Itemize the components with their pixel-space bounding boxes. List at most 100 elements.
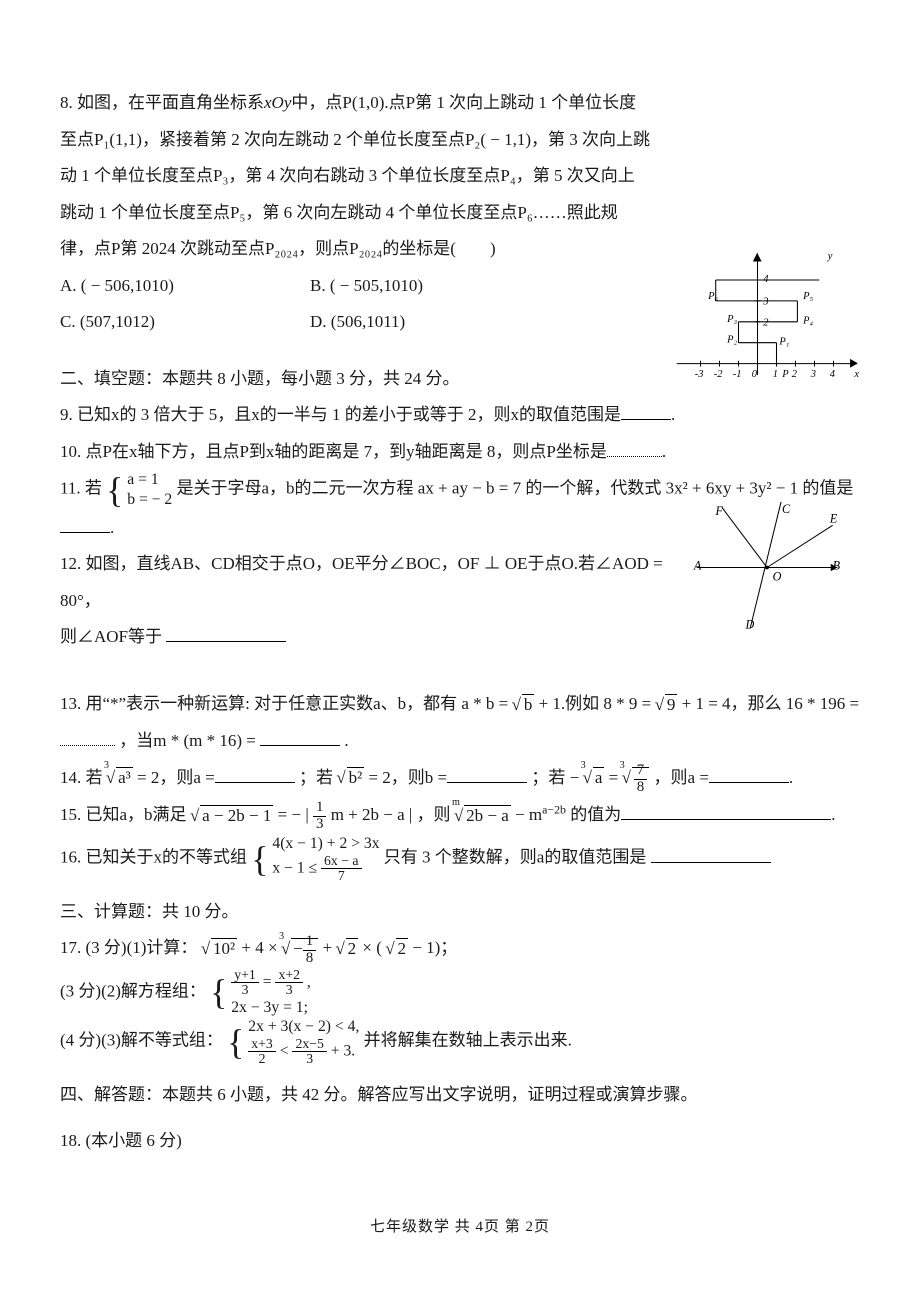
q12-text-a: 如图，直线AB、CD相交于点O，OE平分∠BOC，OF ⊥ OE于点O.若∠AO… [60,554,663,610]
q11-system: { a = 1 b = − 2 [106,470,172,509]
q13-blank1 [60,729,115,746]
q17-1-plus: + 4 × [241,938,281,957]
q8-t4: ，紧接着第 2 次向左跳动 2 个单位长度至点 [142,130,465,149]
p5-label: P₅ [802,291,813,302]
q17-2-r1-ld: 3 [231,983,259,997]
q17-2-r1-rd: 3 [275,983,303,997]
q8-p1: P₁(1,1) [94,130,142,149]
q11-sys-row1: a = 1 [127,470,172,490]
q17-1-m1: − 1)； [412,938,457,957]
q13-period: . [344,731,348,750]
q16: 16. 已知关于x的不等式组 { 4(x − 1) + 2 > 3x x − 1… [60,834,860,883]
q8-p2024b: P₂₀₂₄ [349,239,382,258]
lbl-f: F [714,504,723,518]
q17-1-fn: 1 [303,934,316,951]
q17-3-pts: (4 分)(3)解不等式组： [60,1031,223,1050]
q15-a: 已知a，b满足 [86,805,187,824]
svg-text:-2: -2 [714,369,723,380]
q9-text: 已知x的 3 倍大于 5，且x的一半与 1 的差小于或等于 2，则x的取值范围是 [77,405,621,424]
q15-number: 15. [60,805,81,824]
svg-text:-3: -3 [695,369,704,380]
q13-text-c: + 1 = 4，那么 16 * 196 = [682,694,860,713]
q14-blank2 [447,766,527,783]
q14-cbrt-a: a [593,767,605,787]
q17-3-r2-mid: < [280,1042,293,1059]
q14: 14. 若 3a³ = 2，则a = ；若 b² = 2，则b = ；若 − 3… [60,760,860,797]
q16-a: 已知关于x的不等式组 [86,848,248,867]
q10-period: . [662,442,666,461]
abs-open-icon: | [305,805,308,824]
q14-g: ，则a = [654,768,709,787]
q12-text-b: 则∠AOF等于 [60,627,166,646]
section4-title: 四、解答题：本题共 6 小题，共 42 分。解答应写出文字说明，证明过程或演算步… [60,1077,860,1114]
svg-text:2: 2 [763,318,768,329]
q16-number: 16. [60,848,81,867]
q13: 13. 用“*”表示一种新运算: 对于任意正实数a、b，都有 a * b = b… [60,686,860,760]
q16-row2-l: x − 1 ≤ [272,859,321,876]
q8-t8: ，第 6 次向左跳动 4 个单位长度至点 [245,203,517,222]
lbl-e: E [829,512,838,526]
q8-p2: P₂( − 1,1) [465,130,531,149]
p1-label: P₁ [778,337,789,348]
q17-3-r2-rn: 2x−5 [292,1037,326,1052]
q15-abs-tail: m + 2b − a [331,805,405,824]
q8-p5: P₅ [230,203,245,222]
svg-text:0: 0 [752,369,758,380]
q13-text-a: 用“*”表示一种新运算: 对于任意正实数a、b，都有 a * b = [86,694,513,713]
cbrt-a3-icon: 3a³ [107,760,133,797]
q14-blank3 [709,766,789,783]
q8-t1: 如图，在平面直角坐标系 [77,93,264,112]
section3-title: 三、计算题：共 10 分。 [60,894,860,931]
q10-blank [607,440,662,457]
q9: 9. 已知x的 3 倍大于 5，且x的一半与 1 的差小于或等于 2，则x的取值… [60,397,860,434]
q8-p4: P₄ [500,166,515,185]
q11-text-b: 是关于字母a，b的二元一次方程 ax + ay − b = 7 的一个解，代数式… [176,479,853,498]
y-axis-label: y [827,251,833,262]
mroot-2ba-icon: m2b − a [455,798,511,835]
q8-p10: P(1,0). [342,93,388,112]
q14-frac-n: 7 [634,763,647,780]
q15-sqrt2: 2b − a [464,805,511,825]
svg-text:3: 3 [762,297,768,308]
q17-1-plus2: + [322,938,336,957]
q8-choice-d: D. (506,1011) [310,304,500,341]
q18-number: 18. [60,1131,81,1150]
sqrt-b-icon: b [513,687,535,724]
p4-label: P₄ [802,316,813,327]
q14-d: = 2，则b = [368,768,447,787]
q14-frac-d: 8 [634,780,647,796]
q17-3-r2-rd: 3 [292,1052,326,1066]
exam-page: y x P₆ P₅ P₃ P₄ P₂ P₁ -3 -2 -1 0 1 P 2 3… [0,0,920,1266]
q17-1-sqrt2a: 2 [346,938,359,958]
sqrt-9-icon: 9 [656,687,678,724]
q14-period: . [789,768,793,787]
q17-number: 17. [60,938,81,957]
cbrt-frac-icon: 3 78 [622,760,649,797]
q18-text: (本小题 6 分) [86,1131,182,1150]
q13-text-b: + 1.例如 8 * 9 = [539,694,656,713]
q8-p2024: P₂₀₂₄ [265,239,298,258]
q17-1: 17. (3 分)(1)计算： 10² + 4 × 3−18 + 2 × ( 2… [60,930,860,967]
q14-cbrt-a3: a³ [116,767,133,787]
q16-row2-fd: 7 [321,869,361,883]
q15: 15. 已知a，b满足 a − 2b − 1 = − | 13 m + 2b −… [60,797,860,834]
q14-b: = 2，则a = [137,768,215,787]
q15-d: − m [515,805,542,824]
p6-label: P₆ [707,291,718,302]
q13-number: 13. [60,694,81,713]
svg-text:P: P [781,369,789,380]
q17-2-r1-rn: x+2 [275,968,303,983]
q14-number: 14. [60,768,81,787]
page-footer: 七年级数学 共 4页 第 2页 [60,1215,860,1236]
q17-1-sqrt10: 10² [211,938,237,958]
p2-label: P₂ [726,335,737,346]
q13-sqrt-9: 9 [665,694,678,714]
cbrt-neg18-icon: 3−18 [282,931,318,968]
q11-text-a: 若 [85,479,102,498]
q11-blank [60,515,110,532]
q8-p3: P₃ [213,166,228,185]
lbl-o: O [773,570,782,584]
frac-13-icon: 13 [313,800,326,832]
q13-text-d: ，当m * (m * 16) = [119,731,256,750]
q15-exp: a−2b [542,802,566,816]
